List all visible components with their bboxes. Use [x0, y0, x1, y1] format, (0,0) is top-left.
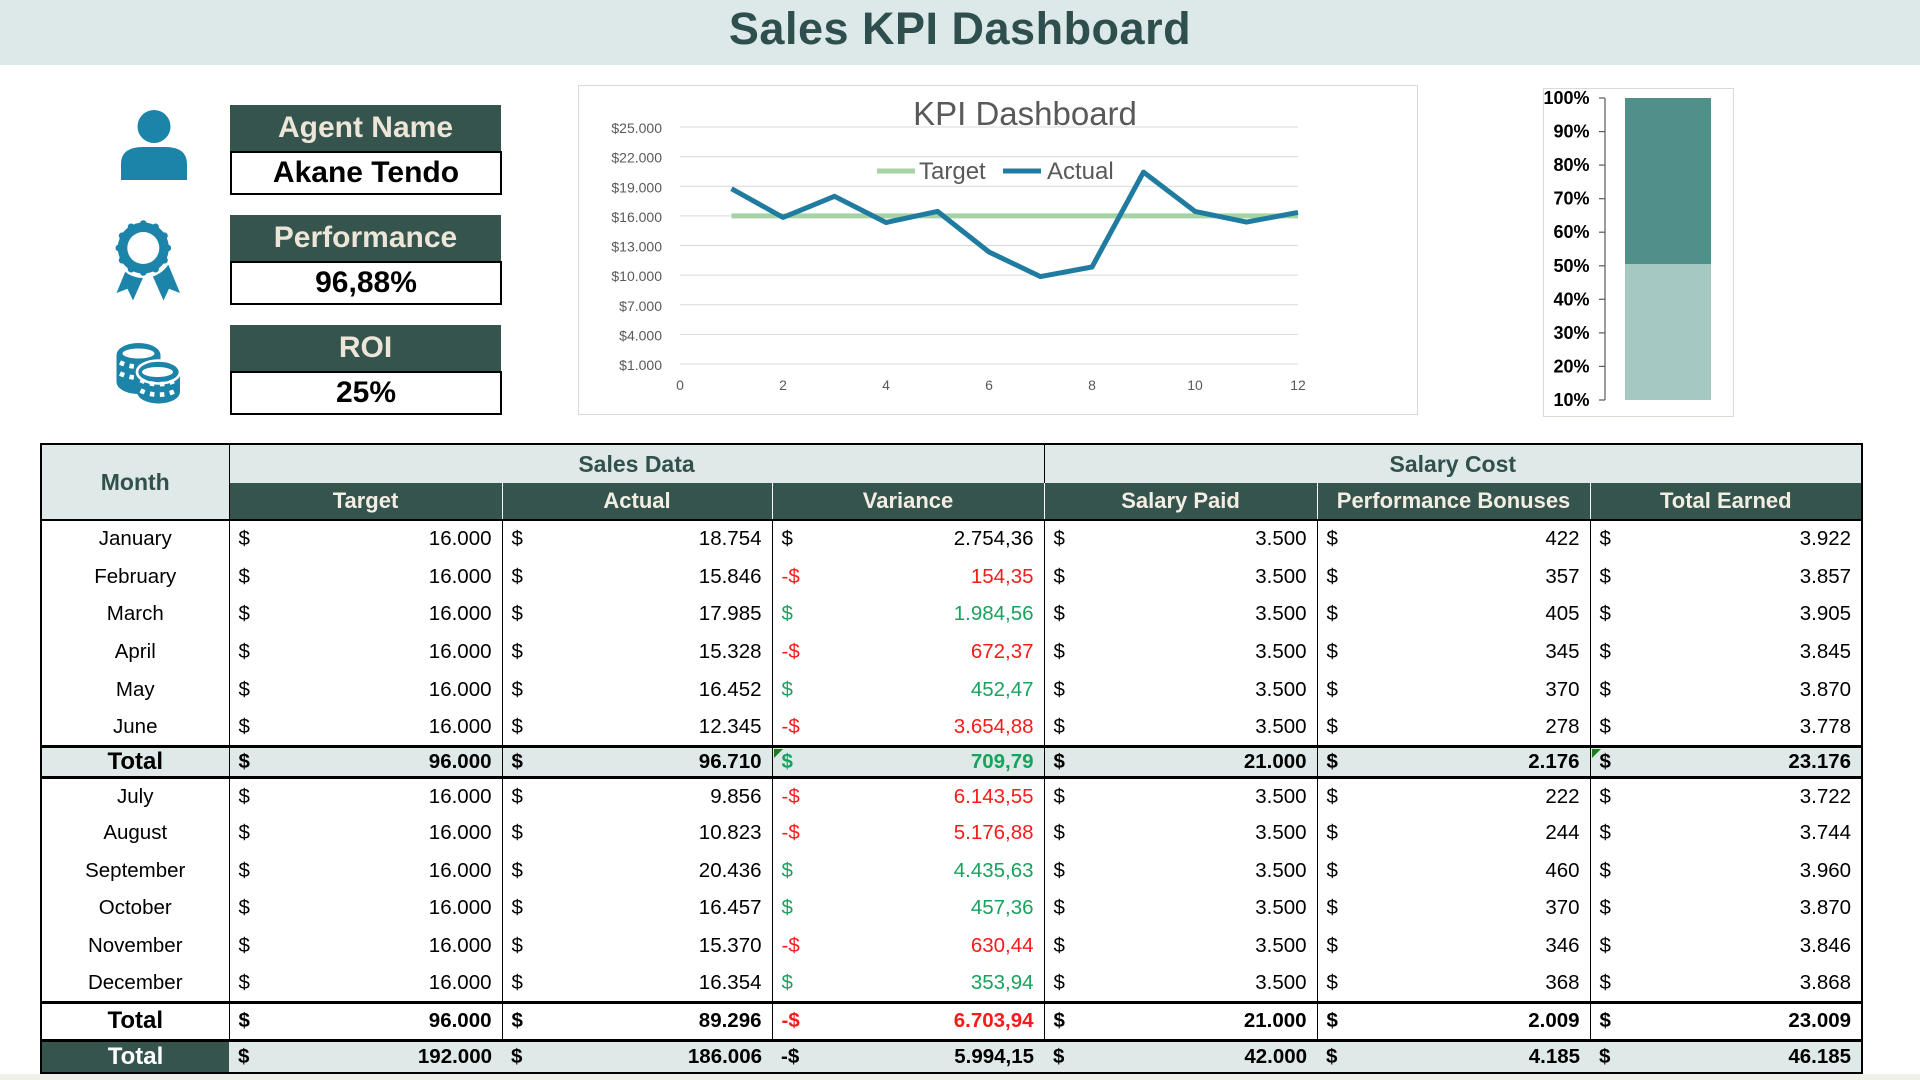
svg-text:$16.000: $16.000: [611, 209, 662, 225]
svg-text:50%: 50%: [1553, 256, 1589, 276]
svg-text:$7.000: $7.000: [619, 298, 662, 314]
svg-text:2: 2: [779, 377, 787, 393]
svg-text:12: 12: [1290, 377, 1306, 393]
svg-text:90%: 90%: [1553, 122, 1589, 142]
svg-text:10%: 10%: [1553, 390, 1589, 410]
svg-text:80%: 80%: [1553, 155, 1589, 175]
svg-text:$13.000: $13.000: [611, 239, 662, 255]
svg-text:100%: 100%: [1543, 88, 1589, 108]
svg-text:KPI Dashboard: KPI Dashboard: [913, 95, 1137, 132]
svg-text:$19.000: $19.000: [611, 179, 662, 195]
svg-text:Target: Target: [919, 158, 986, 185]
svg-text:4: 4: [882, 377, 890, 393]
svg-text:8: 8: [1088, 377, 1096, 393]
svg-text:20%: 20%: [1553, 356, 1589, 376]
svg-text:$25.000: $25.000: [611, 120, 662, 136]
svg-text:Actual: Actual: [1047, 158, 1114, 185]
svg-text:0: 0: [676, 377, 684, 393]
svg-text:40%: 40%: [1553, 289, 1589, 309]
svg-text:$22.000: $22.000: [611, 150, 662, 166]
svg-text:60%: 60%: [1553, 222, 1589, 242]
svg-text:70%: 70%: [1553, 189, 1589, 209]
svg-text:30%: 30%: [1553, 323, 1589, 343]
svg-text:6: 6: [985, 377, 993, 393]
svg-text:$10.000: $10.000: [611, 268, 662, 284]
svg-text:$4.000: $4.000: [619, 327, 662, 343]
svg-text:$1.000: $1.000: [619, 357, 662, 373]
svg-text:10: 10: [1187, 377, 1203, 393]
